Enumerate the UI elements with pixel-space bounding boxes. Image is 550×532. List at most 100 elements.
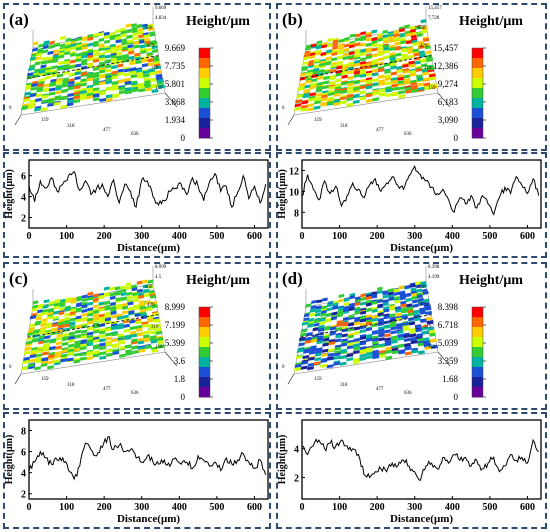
x-tick-label: 200 [370, 502, 385, 513]
surface-patch [58, 54, 65, 59]
surface-patch [131, 338, 138, 343]
surface-patch [405, 292, 412, 297]
surface-patch [69, 64, 76, 69]
surface-patch [119, 353, 126, 358]
x-tick-label: 0 [27, 502, 32, 513]
surface-patch [145, 345, 152, 350]
surface-patch [360, 325, 366, 330]
surface-patch [68, 331, 75, 336]
surface-patch [105, 68, 112, 73]
surface-patch [329, 331, 336, 336]
surface-patch [133, 40, 140, 45]
surface-patch [48, 87, 56, 92]
surface-patch [336, 65, 343, 70]
surface-patch [342, 322, 349, 327]
surface-patch [150, 335, 157, 340]
surface-patch [40, 107, 48, 112]
surface-patch [377, 299, 383, 304]
surface-patch [74, 76, 81, 81]
surface-patch [430, 338, 437, 343]
surface-patch [378, 74, 385, 79]
y-tick-label: 2 [294, 473, 299, 484]
surface-patch [366, 37, 372, 42]
surface-patch [138, 300, 145, 305]
surface-patch [41, 94, 49, 99]
colorbar-segment [199, 98, 210, 109]
surface-arrow-a [164, 92, 178, 108]
surface-patch [116, 305, 123, 310]
surface-patch [157, 78, 164, 83]
surface-patch [75, 318, 82, 323]
surface-patch [321, 94, 328, 99]
surface-patch [378, 67, 385, 72]
surface-patch [62, 332, 69, 337]
surface-patch [335, 78, 342, 83]
surface-patch [330, 316, 337, 321]
surface-patch [416, 294, 423, 299]
surface-patch [377, 43, 384, 48]
surface-patch [340, 355, 347, 360]
surface-patch [359, 341, 366, 346]
surface-patch [143, 288, 150, 293]
colorbar-segment [472, 48, 483, 59]
surface-patch [359, 349, 366, 354]
surface-patch [335, 334, 342, 339]
surface-patch [120, 30, 127, 35]
surface-patch [397, 73, 404, 78]
panel-label-c: (c) [9, 269, 28, 288]
surface-patch [40, 322, 47, 327]
surface-patch [425, 306, 432, 311]
colorbar-tick-label: 5.399 [165, 338, 186, 348]
surface-patch [360, 48, 366, 53]
surface-patch [132, 32, 139, 37]
surface-patch [404, 86, 412, 91]
surface-patch [334, 352, 341, 357]
surface-patch [308, 317, 315, 322]
surface-patch [27, 72, 34, 77]
surface-patch [44, 335, 51, 340]
surface-patch [93, 32, 99, 37]
surface-patch [99, 90, 106, 95]
surface-patch [109, 295, 116, 300]
surface-patch [395, 308, 402, 313]
surface-patch [360, 65, 366, 70]
surface-patch [105, 336, 112, 341]
surface-axis-label: 318 [340, 124, 348, 129]
surface-patch [87, 42, 93, 47]
surface-patch [93, 304, 99, 309]
surface-patch [142, 70, 150, 75]
surface-patch [359, 346, 366, 351]
surface-patch [340, 89, 347, 94]
surface-patch [53, 305, 60, 310]
surface-patch [399, 296, 406, 301]
surface-patch [342, 56, 349, 61]
surface-patch [69, 321, 76, 326]
surface-patch [388, 296, 395, 301]
profile-axes-a [28, 159, 269, 229]
surface-patch [155, 70, 162, 75]
surface-patch [410, 31, 417, 36]
surface-patch [335, 83, 342, 88]
surface-patch [294, 106, 301, 111]
surface-patch [390, 71, 397, 76]
surface-patch [329, 76, 336, 81]
profile-line-d [301, 438, 539, 481]
surface-patch [80, 329, 87, 334]
surface-patch [418, 350, 425, 355]
surface-patch [317, 72, 324, 77]
x-axis-label-c: Distance(μm) [117, 513, 180, 525]
surface-patch [389, 313, 396, 318]
surface-patch [301, 65, 308, 70]
surface-patch [123, 317, 130, 322]
surface-patch [144, 80, 151, 85]
surface-patch [98, 57, 105, 62]
surface-patch [104, 35, 110, 40]
surface-patch [403, 337, 411, 342]
surface-patch [359, 78, 366, 83]
surface-patch [40, 363, 48, 367]
surface-patch [147, 323, 155, 328]
surface-patch [424, 86, 432, 91]
